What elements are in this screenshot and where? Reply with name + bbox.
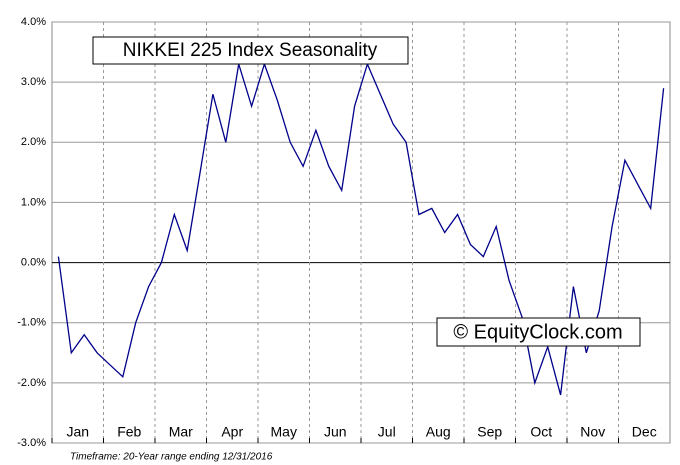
y-tick-label: -1.0%	[17, 317, 46, 329]
title-box	[92, 36, 409, 65]
y-tick-label: 0.0%	[21, 256, 46, 268]
x-tick-label: Aug	[426, 424, 451, 440]
x-tick-label: Oct	[530, 424, 552, 440]
x-tick-label: Sep	[477, 424, 502, 440]
x-tick-label: Jul	[378, 424, 396, 440]
plot-layer	[51, 21, 670, 444]
x-tick-label: Jan	[66, 424, 89, 440]
x-tick-label: May	[271, 424, 297, 440]
y-tick-label: -2.0%	[17, 377, 46, 389]
x-tick-label: Mar	[169, 424, 193, 440]
x-tick-label: Nov	[580, 424, 605, 440]
y-tick-label: 2.0%	[21, 136, 46, 148]
y-tick-label: -3.0%	[17, 437, 46, 449]
y-tick-label: 1.0%	[21, 196, 46, 208]
watermark-box	[436, 317, 641, 347]
x-tick-label: Jun	[324, 424, 347, 440]
y-tick-label: 3.0%	[21, 76, 46, 88]
y-tick-label: 4.0%	[21, 16, 46, 28]
series-line	[57, 62, 665, 396]
chart-title: NIKKEI 225 Index Seasonality	[123, 40, 378, 61]
x-tick-label: Dec	[632, 424, 657, 440]
x-tick-label: Feb	[117, 424, 141, 440]
footnote: Timeframe: 20-Year range ending 12/31/20…	[70, 452, 273, 463]
watermark: © EquityClock.com	[453, 321, 622, 343]
x-tick-label: Apr	[221, 424, 243, 440]
